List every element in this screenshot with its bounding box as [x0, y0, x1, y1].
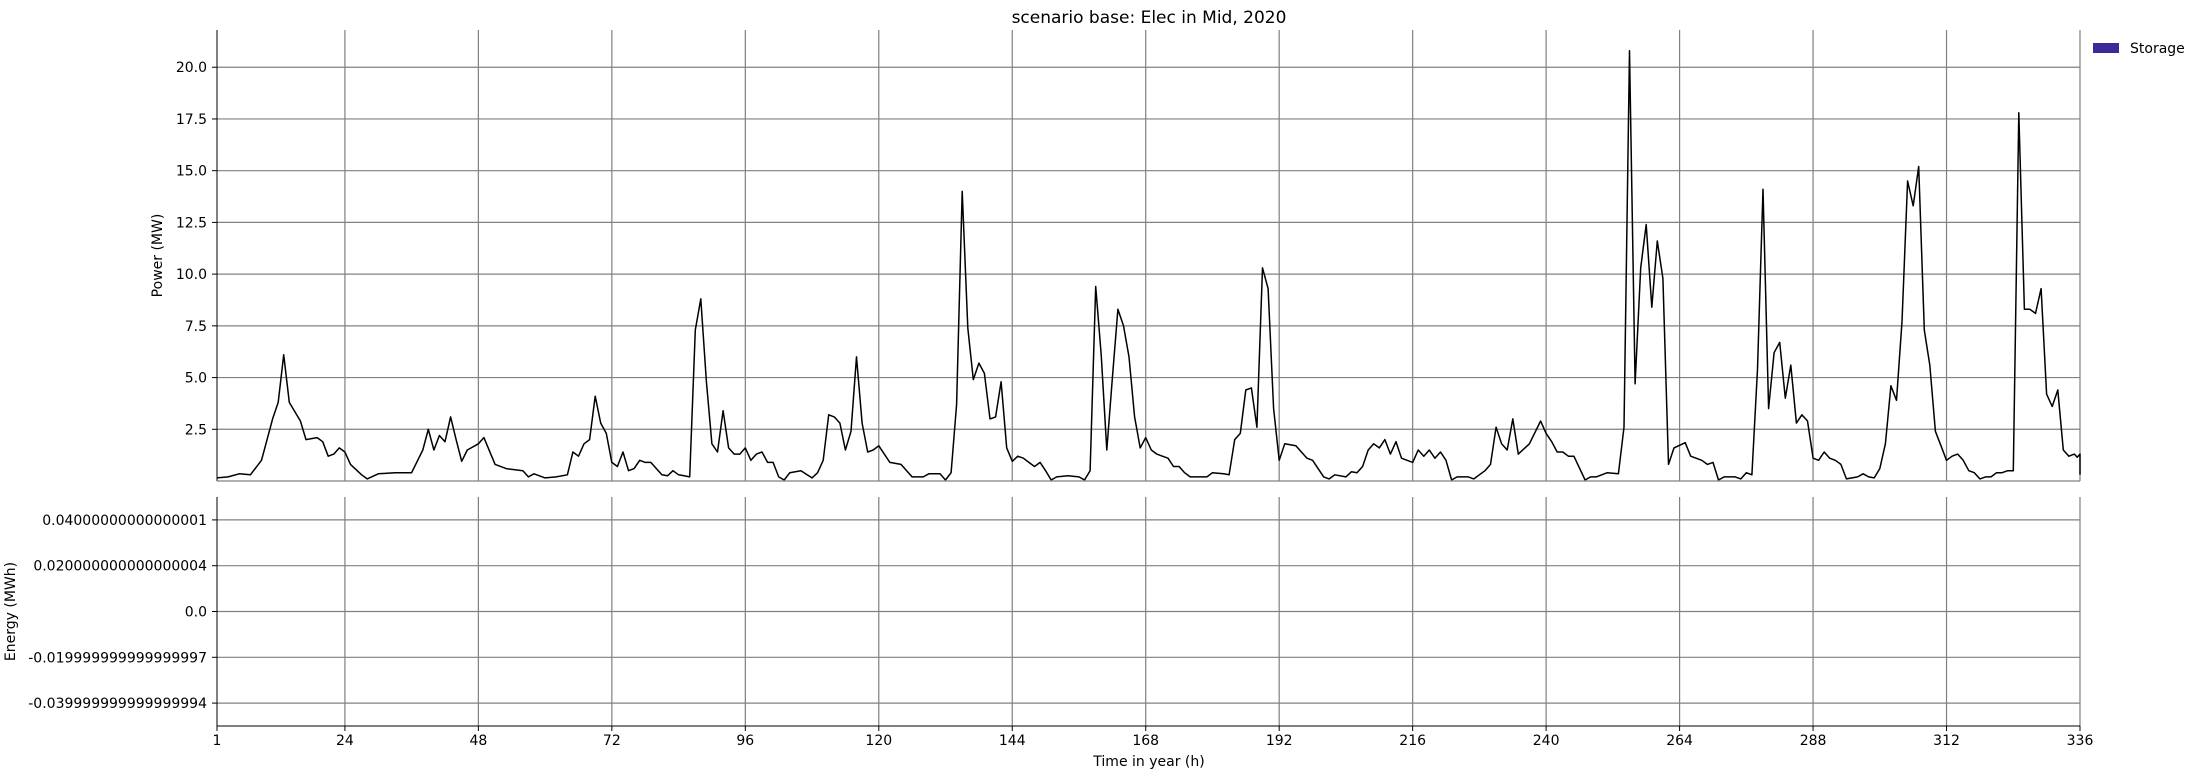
y-tick-label: 12.5 — [176, 215, 207, 231]
y-axis-label: Energy (MWh) — [3, 562, 19, 661]
x-tick-label: 72 — [603, 733, 621, 749]
x-tick-label: 120 — [865, 733, 892, 749]
y-tick-label: 0.0 — [185, 605, 207, 621]
x-tick-label: 168 — [1132, 733, 1159, 749]
y-tick-label: 5.0 — [185, 371, 207, 387]
x-tick-label: 240 — [1533, 733, 1560, 749]
x-tick-label: 48 — [469, 733, 487, 749]
x-tick-label: 288 — [1800, 733, 1827, 749]
y-tick-label: -0.039999999999999994 — [28, 696, 207, 712]
legend-swatch-storage — [2093, 43, 2119, 53]
y-tick-label: 20.0 — [176, 60, 207, 76]
x-tick-label: 144 — [999, 733, 1026, 749]
chart-title: scenario base: Elec in Mid, 2020 — [1012, 8, 1287, 28]
y-tick-label: 17.5 — [176, 112, 207, 128]
y-tick-label: 7.5 — [185, 319, 207, 335]
x-tick-label: 312 — [1933, 733, 1960, 749]
x-tick-label: 96 — [736, 733, 754, 749]
legend: Storage — [2093, 41, 2185, 57]
x-axis-label: Time in year (h) — [1092, 754, 1204, 770]
series-layer — [216, 49, 2081, 481]
y-tick-label: 2.5 — [185, 422, 207, 438]
y-tick-label: 0.04000000000000001 — [42, 513, 207, 529]
y-tick-label: 0.020000000000000004 — [33, 559, 207, 575]
x-tick-label: 1 — [213, 733, 222, 749]
x-tick-label: 336 — [2067, 733, 2094, 749]
power-series-line — [216, 49, 2081, 481]
y-tick-label: 15.0 — [176, 164, 207, 180]
legend-label-storage: Storage — [2130, 41, 2185, 57]
y-tick-label: 10.0 — [176, 267, 207, 283]
y-tick-label: -0.019999999999999997 — [28, 650, 207, 666]
x-tick-label: 264 — [1666, 733, 1693, 749]
x-tick-label: 24 — [336, 733, 354, 749]
grid-layer — [217, 30, 2081, 726]
x-tick-label: 192 — [1266, 733, 1293, 749]
x-tick-label: 216 — [1399, 733, 1426, 749]
y-axis-label: Power (MW) — [150, 214, 166, 298]
